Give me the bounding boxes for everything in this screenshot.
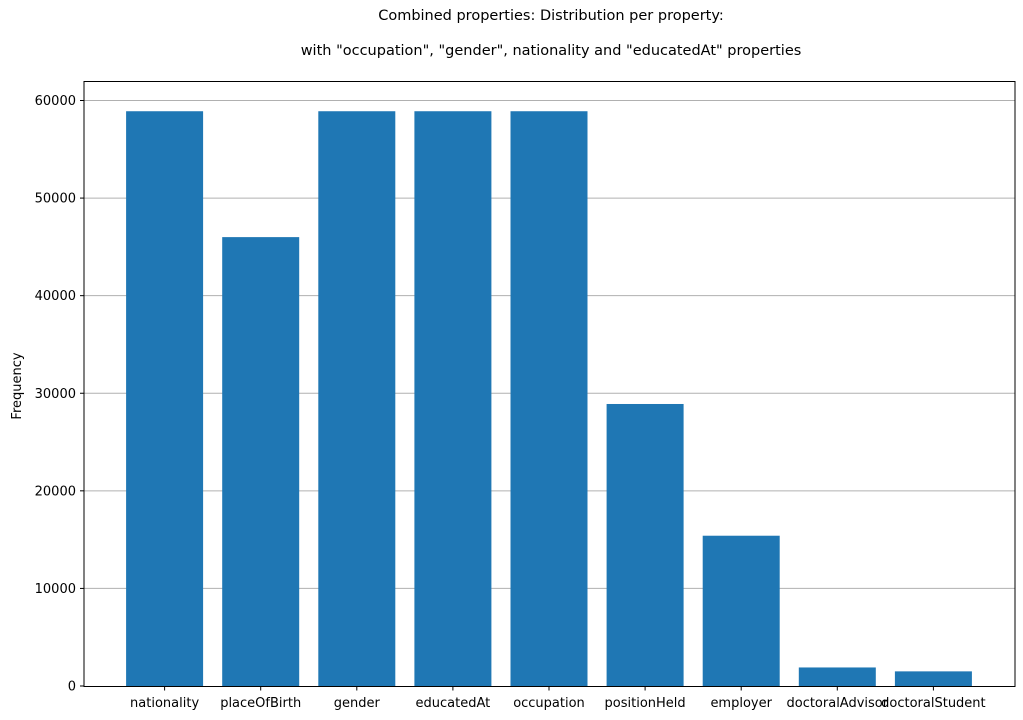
y-tick-label: 10000	[35, 582, 76, 597]
y-tick-label: 30000	[35, 387, 76, 402]
bar-employer	[702, 535, 780, 686]
x-tick-label: occupation	[513, 696, 585, 711]
bar-doctoralStudent	[894, 671, 972, 686]
x-tick-label: gender	[334, 696, 381, 711]
x-tick-label: nationality	[130, 696, 199, 711]
bar-educatedAt	[414, 111, 492, 686]
chart-title: Combined properties: Distribution per pr…	[378, 8, 724, 24]
x-tick-label: doctoralStudent	[881, 696, 986, 711]
y-tick-label: 50000	[35, 192, 76, 207]
bar-gender	[318, 111, 396, 686]
bar-doctoralAdvisor	[798, 667, 876, 686]
x-tick-label: employer	[710, 696, 772, 711]
bar-occupation	[510, 111, 588, 686]
bar-nationality	[126, 111, 204, 686]
y-axis-label: Frequency	[10, 352, 25, 419]
y-tick-label: 60000	[35, 94, 76, 109]
y-tick-label: 0	[68, 680, 76, 695]
bar-positionHeld	[606, 403, 684, 686]
x-tick-label: placeOfBirth	[220, 696, 301, 711]
x-tick-label: educatedAt	[416, 696, 491, 711]
x-tick-label: doctoralAdvisor	[786, 696, 888, 711]
bar-placeOfBirth	[222, 237, 300, 686]
x-tick-label: positionHeld	[605, 696, 686, 711]
chart-subtitle: with "occupation", "gender", nationality…	[300, 43, 802, 59]
y-tick-label: 40000	[35, 289, 76, 304]
y-tick-label: 20000	[35, 484, 76, 499]
